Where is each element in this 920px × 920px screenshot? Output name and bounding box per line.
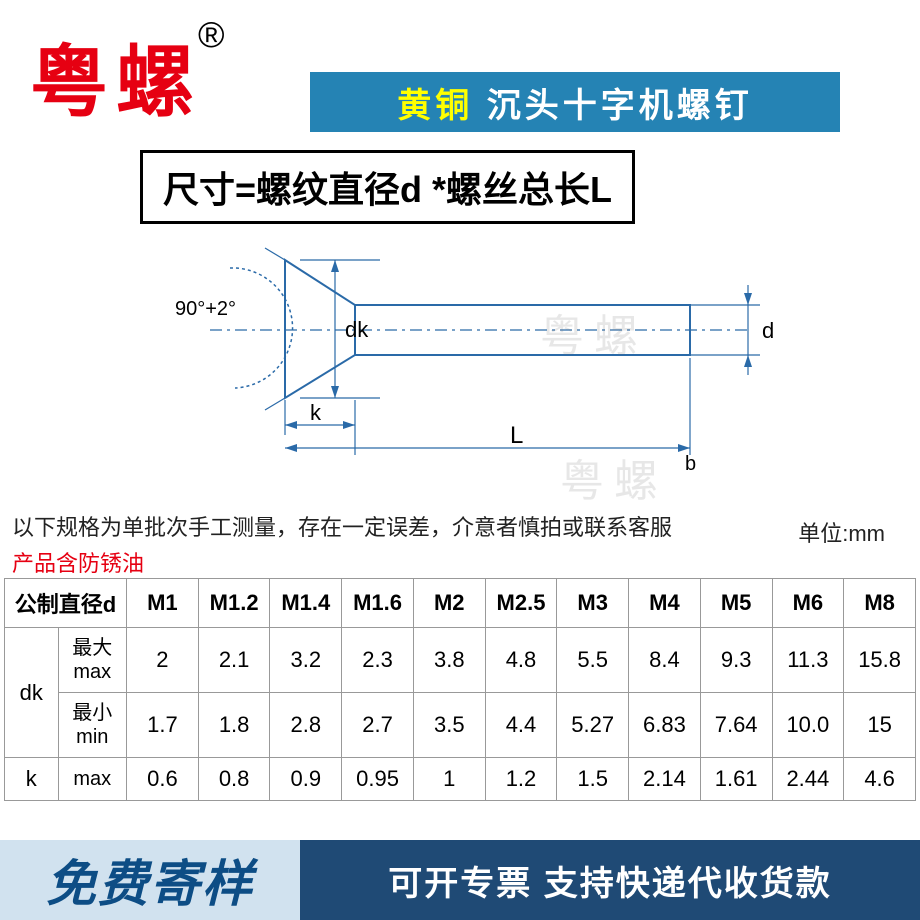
dkmin-3: 2.7 xyxy=(342,693,414,758)
screw-diagram: 90°+2° dk k L d b xyxy=(130,230,800,470)
kmax-0: 0.6 xyxy=(127,758,199,801)
dkmin-4: 3.5 xyxy=(413,693,485,758)
l-label: L xyxy=(510,422,523,449)
col-m5: M5 xyxy=(700,579,772,628)
dkmax-10: 15.8 xyxy=(844,628,916,693)
sub-kmax: max xyxy=(58,758,127,801)
col-m1: M1 xyxy=(127,579,199,628)
kmax-8: 1.61 xyxy=(700,758,772,801)
dkmax-0: 2 xyxy=(127,628,199,693)
unit-label: 单位:mm xyxy=(798,516,885,548)
note-oil: 产品含防锈油 xyxy=(12,546,908,578)
col-m3: M3 xyxy=(557,579,629,628)
registered-symbol: ® xyxy=(198,14,225,56)
kmax-6: 1.5 xyxy=(557,758,629,801)
col-m6: M6 xyxy=(772,579,844,628)
kmax-7: 2.14 xyxy=(629,758,701,801)
dkmax-3: 2.3 xyxy=(342,628,414,693)
dkmax-9: 11.3 xyxy=(772,628,844,693)
kmax-4: 1 xyxy=(413,758,485,801)
formula-box: 尺寸=螺纹直径d *螺丝总长L xyxy=(140,150,635,224)
footer-banner: 免费寄样 可开专票 支持快递代收货款 xyxy=(0,840,920,920)
kmax-10: 4.6 xyxy=(844,758,916,801)
col-m16: M1.6 xyxy=(342,579,414,628)
col-m25: M2.5 xyxy=(485,579,557,628)
title-material: 黄铜 xyxy=(397,87,473,125)
dkmin-5: 4.4 xyxy=(485,693,557,758)
dkmin-8: 7.64 xyxy=(700,693,772,758)
sub-min: 最小 min xyxy=(58,693,127,758)
dkmin-0: 1.7 xyxy=(127,693,199,758)
table-header-row: 公制直径d M1 M1.2 M1.4 M1.6 M2 M2.5 M3 M4 M5… xyxy=(5,579,916,628)
footer-free-sample: 免费寄样 xyxy=(46,844,254,916)
dkmin-2: 2.8 xyxy=(270,693,342,758)
footer-left: 免费寄样 xyxy=(0,840,300,920)
b-label: b xyxy=(685,453,696,470)
col-m4: M4 xyxy=(629,579,701,628)
kmax-9: 2.44 xyxy=(772,758,844,801)
dkmax-4: 3.8 xyxy=(413,628,485,693)
kmax-1: 0.8 xyxy=(198,758,270,801)
row-dk-label: dk xyxy=(5,628,59,758)
col-m12: M1.2 xyxy=(198,579,270,628)
dkmin-7: 6.83 xyxy=(629,693,701,758)
dkmax-1: 2.1 xyxy=(198,628,270,693)
notes: 以下规格为单批次手工测量，存在一定误差，介意者慎拍或联系客服 产品含防锈油 xyxy=(12,510,908,578)
col-m14: M1.4 xyxy=(270,579,342,628)
row-k-max: k max 0.6 0.8 0.9 0.95 1 1.2 1.5 2.14 1.… xyxy=(5,758,916,801)
footer-services: 可开专票 支持快递代收货款 xyxy=(388,856,831,905)
spec-table: 公制直径d M1 M1.2 M1.4 M1.6 M2 M2.5 M3 M4 M5… xyxy=(4,578,916,801)
dkmax-2: 3.2 xyxy=(270,628,342,693)
k-label: k xyxy=(310,400,322,425)
col-m8: M8 xyxy=(844,579,916,628)
dkmin-9: 10.0 xyxy=(772,693,844,758)
row-dk-min: 最小 min 1.7 1.8 2.8 2.7 3.5 4.4 5.27 6.83… xyxy=(5,693,916,758)
sub-max: 最大 max xyxy=(58,628,127,693)
brand-logo: 粤螺 ® xyxy=(30,20,225,132)
dkmin-10: 15 xyxy=(844,693,916,758)
d-label: d xyxy=(762,318,774,343)
footer-right: 可开专票 支持快递代收货款 xyxy=(300,840,920,920)
dkmax-7: 8.4 xyxy=(629,628,701,693)
dkmax-8: 9.3 xyxy=(700,628,772,693)
dkmin-1: 1.8 xyxy=(198,693,270,758)
dk-label: dk xyxy=(345,317,369,342)
title-banner: 黄铜 沉头十字机螺钉 xyxy=(310,72,840,132)
header-d: 公制直径d xyxy=(5,579,127,628)
kmax-5: 1.2 xyxy=(485,758,557,801)
kmax-3: 0.95 xyxy=(342,758,414,801)
title-product: 沉头十字机螺钉 xyxy=(487,87,753,125)
angle-label: 90°+2° xyxy=(175,298,236,320)
col-m2: M2 xyxy=(413,579,485,628)
row-dk-max: dk 最大 max 2 2.1 3.2 2.3 3.8 4.8 5.5 8.4 … xyxy=(5,628,916,693)
note-measurement: 以下规格为单批次手工测量，存在一定误差，介意者慎拍或联系客服 xyxy=(12,510,908,542)
kmax-2: 0.9 xyxy=(270,758,342,801)
row-k-label: k xyxy=(5,758,59,801)
brand-name: 粤螺 xyxy=(30,20,202,132)
dkmax-6: 5.5 xyxy=(557,628,629,693)
watermark-1: 粤螺 xyxy=(540,300,648,364)
dkmax-5: 4.8 xyxy=(485,628,557,693)
dkmin-6: 5.27 xyxy=(557,693,629,758)
watermark-2: 粤螺 xyxy=(560,445,668,509)
